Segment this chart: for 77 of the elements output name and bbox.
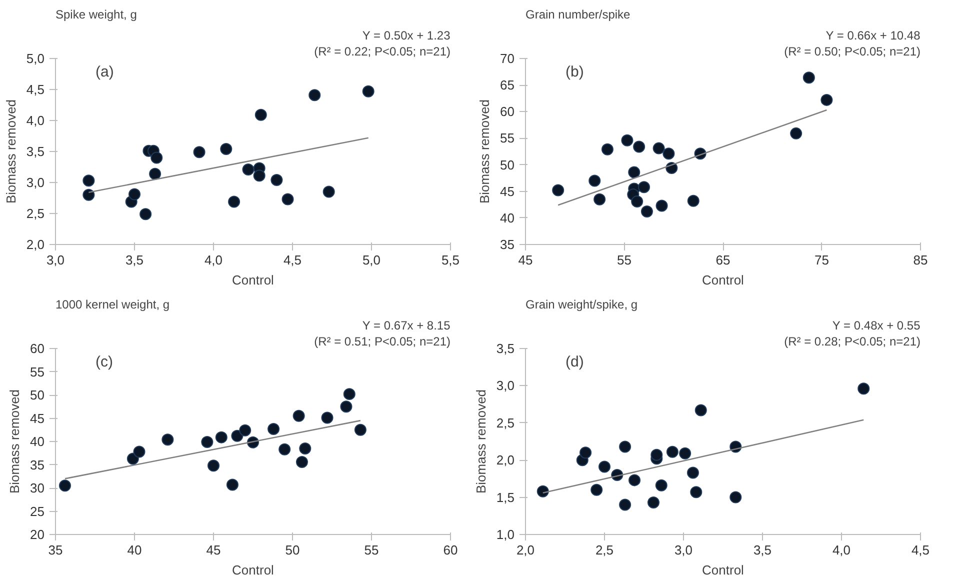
y-axis-title: Biomass removed [3, 99, 18, 204]
x-tick-label: 5,5 [441, 252, 460, 268]
y-tick-label: 1,5 [496, 490, 515, 505]
y-tick-label: 55 [30, 364, 45, 380]
y-tick-label: 50 [500, 157, 515, 172]
y-tick-label: 55 [500, 130, 515, 146]
y-axis-title: Biomass removed [7, 389, 22, 494]
x-tick-label: 3,0 [46, 252, 65, 268]
y-tick-label: 70 [500, 51, 515, 66]
y-tick-label: 45 [30, 410, 45, 426]
x-tick-label: 75 [814, 252, 829, 268]
text: Y = 0.48x + 0.55 [832, 318, 921, 332]
x-tick-label: 35 [48, 542, 63, 558]
annotation: (R² = 0.22; P<0.05; n=21) [314, 44, 451, 58]
x-tick-label: 4,0 [204, 252, 223, 268]
y-tick-label: 65 [500, 78, 515, 93]
y-tick-label: 4,0 [26, 113, 45, 128]
x-tick-label: 4,5 [911, 542, 930, 558]
x-tick-label: 4,5 [283, 252, 302, 268]
y-tick-label: 40 [500, 210, 515, 226]
annotation: (b) [566, 64, 584, 80]
x-axis-title: Control [702, 272, 744, 288]
y-tick-label: 3,5 [26, 144, 45, 159]
x-tick-label: 60 [443, 542, 458, 558]
y-tick-label: 3,0 [496, 378, 515, 394]
y-tick-label: 2,0 [496, 452, 515, 468]
x-tick-label: 50 [285, 542, 300, 558]
y-tick-label: 60 [30, 341, 45, 356]
chart-title: Grain weight/spike, g [526, 298, 638, 312]
annotation: (d) [566, 354, 584, 370]
chart-title: Spike weight, g [56, 8, 137, 22]
x-tick-label: 3,0 [674, 542, 693, 558]
y-axis-title: Biomass removed [477, 99, 492, 204]
annotation: (R² = 0.28; P<0.05; n=21) [784, 334, 921, 348]
text: Y = 0.67x + 8.15 [362, 318, 451, 332]
y-tick-label: 5,0 [26, 51, 45, 66]
y-tick-label: 25 [30, 504, 45, 519]
annotation: (c) [96, 354, 113, 370]
text: Y = 0.50x + 1.23 [362, 28, 451, 42]
text: (R² = 0.51; P<0.05; n=21) [314, 334, 451, 348]
y-tick-label: 2,0 [26, 237, 45, 252]
y-tick-label: 2,5 [496, 415, 515, 430]
x-tick-label: 4,0 [832, 542, 851, 558]
y-tick-label: 45 [500, 184, 515, 199]
x-axis-title: Control [232, 272, 274, 288]
y-tick-label: 40 [30, 434, 45, 449]
y-tick-label: 50 [30, 388, 45, 402]
y-tick-label: 30 [30, 480, 45, 496]
x-axis-title: Control [702, 562, 744, 578]
y-tick-label: 4,5 [26, 82, 45, 97]
x-tick-label: 2,0 [516, 542, 535, 558]
x-axis-title: Control [232, 562, 274, 578]
chart-title: 1000 kernel weight, g [56, 298, 170, 312]
y-tick-label: 3,5 [496, 341, 515, 356]
y-tick-label: 2,5 [26, 206, 45, 221]
x-tick-label: 3,5 [125, 252, 144, 268]
text: (R² = 0.50; P<0.05; n=21) [784, 44, 921, 58]
x-tick-label: 5,0 [362, 252, 381, 268]
y-axis-title: Biomass removed [473, 389, 488, 494]
x-tick-label: 55 [364, 542, 379, 558]
x-tick-label: 85 [913, 252, 928, 268]
x-tick-label: 45 [518, 252, 533, 268]
y-tick-label: 1,0 [496, 527, 515, 542]
chart-title: Grain number/spike [526, 8, 631, 22]
y-tick-label: 60 [500, 104, 515, 120]
annotation: (a) [96, 64, 114, 80]
y-tick-label: 35 [30, 457, 45, 472]
x-tick-label: 3,5 [753, 542, 772, 558]
y-tick-label: 35 [500, 237, 515, 252]
x-tick-label: 45 [206, 542, 221, 558]
y-tick-label: 3,0 [26, 175, 45, 190]
x-tick-label: 2,5 [595, 542, 614, 558]
x-tick-label: 65 [716, 252, 730, 268]
y-tick-label: 20 [30, 527, 45, 542]
x-tick-label: 40 [127, 542, 142, 558]
x-tick-label: 55 [617, 252, 632, 268]
text: Y = 0.66x + 10.48 [826, 28, 921, 42]
